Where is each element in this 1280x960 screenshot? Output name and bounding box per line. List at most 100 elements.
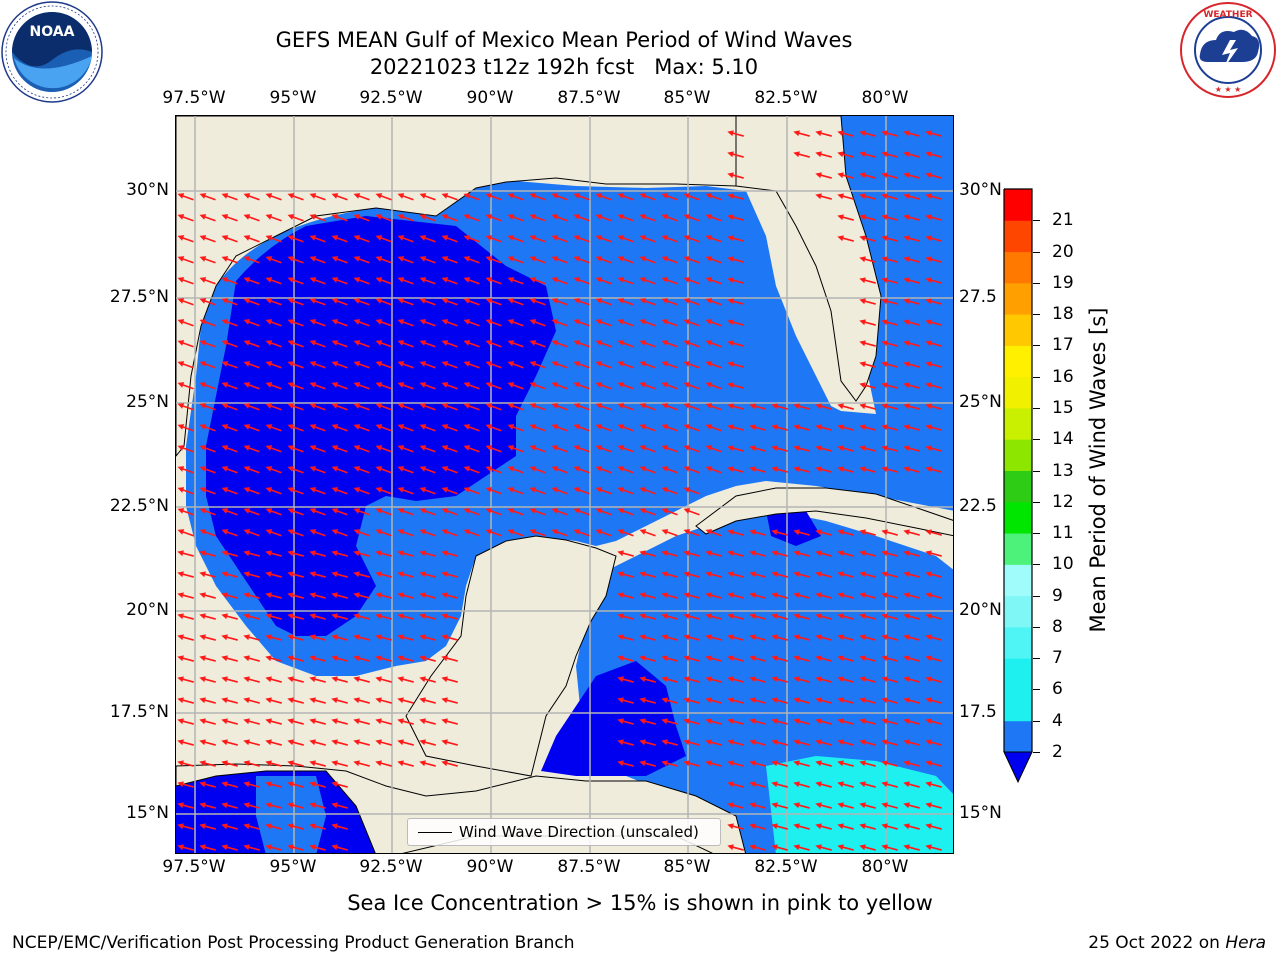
wave-arrow <box>177 508 194 516</box>
wave-arrow <box>177 382 194 390</box>
wave-arrow <box>507 298 524 306</box>
wave-arrow <box>177 487 194 495</box>
colorbar-tick-label: 14 <box>1052 429 1074 450</box>
wave-arrow <box>727 550 744 557</box>
wave-arrow <box>441 193 458 201</box>
wave-arrow <box>859 676 876 683</box>
wave-arrow <box>177 550 194 557</box>
colorbar-tick-label: 10 <box>1052 554 1074 575</box>
wave-arrow <box>881 214 898 221</box>
wave-arrow <box>287 214 304 222</box>
wave-arrow <box>859 256 876 263</box>
wave-arrow <box>793 655 810 662</box>
colorbar-segment <box>1004 533 1032 565</box>
wave-arrow <box>441 340 458 348</box>
wave-arrow <box>243 655 260 662</box>
wave-arrow <box>507 277 524 285</box>
wave-arrow <box>661 361 678 369</box>
wave-arrow <box>265 613 282 620</box>
colorbar-segment <box>1004 220 1032 253</box>
wave-arrow <box>683 634 700 641</box>
wave-arrow <box>727 235 744 242</box>
colorbar-tick-mark <box>1033 251 1040 253</box>
wave-arrow <box>661 256 678 264</box>
wave-arrow <box>925 130 942 137</box>
wave-arrow <box>221 193 238 201</box>
wave-arrow <box>463 529 480 537</box>
wave-arrow <box>815 823 832 830</box>
wave-arrow <box>309 361 326 369</box>
lon-top-label: 92.5°W <box>359 88 423 108</box>
wave-arrow <box>243 424 260 432</box>
wave-arrow <box>243 550 260 557</box>
wave-arrow <box>287 592 304 599</box>
wave-arrow <box>221 592 238 599</box>
wave-arrow <box>573 529 590 537</box>
wave-arrow <box>331 214 348 222</box>
wave-arrow <box>903 151 920 158</box>
wave-arrow <box>463 214 480 222</box>
wave-arrow <box>793 424 810 431</box>
wave-arrow <box>221 256 238 264</box>
wave-arrow <box>771 823 788 830</box>
wave-arrow <box>397 760 414 767</box>
wave-arrow <box>199 760 216 767</box>
wave-arrow <box>881 340 898 347</box>
wave-arrow <box>331 193 348 201</box>
wave-arrow <box>749 529 766 536</box>
wave-arrow <box>441 676 458 683</box>
lon-top-label: 80°W <box>861 88 909 108</box>
wave-arrow <box>749 718 766 725</box>
wave-arrow <box>793 781 810 788</box>
colorbar-tick-label: 18 <box>1052 304 1074 325</box>
wave-arrow <box>639 676 656 683</box>
wave-arrow <box>771 718 788 725</box>
wave-arrow <box>243 718 260 725</box>
wave-arrow <box>177 214 194 222</box>
wave-arrow <box>331 739 348 746</box>
wave-arrow <box>221 361 238 369</box>
colorbar-tick-label: 2 <box>1052 742 1063 762</box>
wave-arrow <box>815 760 832 767</box>
wave-arrow <box>859 760 876 767</box>
wave-arrow <box>221 571 238 578</box>
wave-arrow <box>639 592 656 599</box>
wave-arrow <box>727 739 744 746</box>
wave-arrow <box>903 214 920 221</box>
wave-arrow <box>199 844 216 851</box>
wave-arrow <box>925 781 942 788</box>
wave-arrow <box>375 445 392 453</box>
wave-arrow <box>595 487 612 495</box>
wave-arrow <box>287 613 304 620</box>
wave-arrow <box>595 361 612 369</box>
wave-arrow <box>375 361 392 369</box>
wave-arrow <box>529 256 546 264</box>
wave-arrow <box>441 634 458 641</box>
wave-arrow <box>463 508 480 516</box>
wave-arrow <box>265 319 282 327</box>
wave-arrow <box>529 235 546 243</box>
wave-arrow <box>683 235 700 243</box>
wave-arrow <box>397 445 414 453</box>
lon-bot-label: 95°W <box>269 857 317 877</box>
wave-arrow <box>903 172 920 179</box>
wave-arrow <box>551 508 568 516</box>
wave-arrow <box>551 487 568 495</box>
wave-arrow <box>573 256 590 264</box>
wave-arrow <box>441 655 458 662</box>
wave-arrow <box>199 781 216 788</box>
wave-arrow <box>881 193 898 200</box>
wave-arrow <box>331 466 348 474</box>
wave-arrow <box>793 802 810 809</box>
wave-arrow <box>265 508 282 516</box>
wave-arrow <box>573 466 590 474</box>
wave-arrow <box>287 445 304 453</box>
wave-arrow <box>199 424 216 432</box>
wave-arrow <box>925 151 942 158</box>
wave-arrow <box>331 445 348 453</box>
wave-arrow <box>617 235 634 243</box>
wave-arrow <box>529 277 546 285</box>
wave-arrow <box>683 466 700 474</box>
wave-arrow <box>221 277 238 285</box>
wave-arrow <box>815 403 832 410</box>
